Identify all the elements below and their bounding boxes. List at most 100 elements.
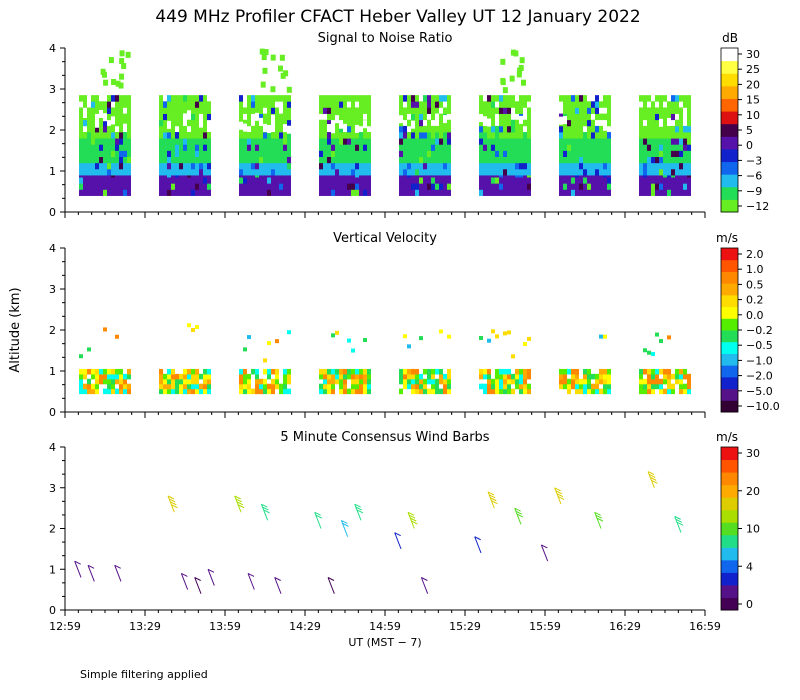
- snr-cell: [335, 144, 339, 151]
- vv-cell: [683, 383, 687, 390]
- snr-cell: [195, 95, 199, 102]
- snr-cell: [343, 113, 347, 121]
- snr-cell: [563, 138, 567, 145]
- snr-cell: [515, 144, 519, 151]
- snr-cell: [655, 107, 659, 114]
- snr-cell: [479, 189, 483, 196]
- snr-cell: [579, 168, 583, 176]
- snr-cell: [203, 119, 207, 127]
- vv-cell: [411, 378, 415, 385]
- snr-cell: [591, 119, 595, 127]
- snr-cell: [83, 183, 87, 190]
- snr-cell: [83, 119, 87, 127]
- snr-cell: [163, 125, 167, 133]
- vv-cell: [95, 383, 99, 390]
- snr-cell: [575, 168, 579, 176]
- colorbar-label: 10: [746, 523, 760, 536]
- snr-cell: [351, 150, 355, 157]
- snr-cell: [83, 101, 87, 108]
- colorbar-label: −0.2: [746, 324, 773, 337]
- snr-cell: [239, 177, 243, 184]
- snr-cell: [507, 189, 511, 196]
- snr-cell: [275, 177, 279, 184]
- vv-cell: [335, 368, 339, 375]
- snr-cell: [579, 101, 583, 108]
- vv-cell: [259, 383, 263, 390]
- snr-cell: [687, 162, 691, 170]
- vv-cell: [599, 378, 603, 385]
- snr-cell: [503, 168, 507, 176]
- vv-cell: [119, 373, 123, 380]
- snr-cell: [339, 95, 343, 102]
- wind-barb: [474, 536, 482, 554]
- snr-cell: [683, 95, 687, 102]
- snr-cell: [667, 125, 671, 133]
- snr-cell: [319, 107, 323, 114]
- snr-cell: [183, 183, 187, 190]
- colorbar-swatch: [721, 400, 738, 413]
- snr-cell: [491, 119, 495, 127]
- snr-cell: [583, 177, 587, 184]
- snr-cell: [251, 95, 255, 102]
- snr-cell: [339, 177, 343, 184]
- vv-cell: [587, 373, 591, 380]
- snr-cell: [199, 156, 203, 164]
- snr-cell: [199, 150, 203, 157]
- snr-cell: [575, 107, 579, 114]
- snr-cell: [351, 132, 355, 139]
- vv-cell: [247, 378, 251, 385]
- snr-cell: [243, 132, 247, 139]
- vv-cell: [595, 383, 599, 390]
- snr-cell: [423, 132, 427, 139]
- snr-cell: [399, 183, 403, 190]
- snr-cell: [255, 95, 259, 102]
- snr-cell: [107, 144, 111, 151]
- snr-cell: [123, 113, 127, 121]
- snr-cell: [571, 113, 575, 121]
- vv-cell: [263, 358, 267, 363]
- snr-cell: [171, 150, 175, 157]
- snr-cell: [587, 144, 591, 151]
- snr-cell: [527, 162, 531, 170]
- x-tick-label: 14:29: [289, 620, 321, 633]
- snr-cell: [275, 125, 279, 133]
- vv-cell: [247, 383, 251, 390]
- wind-barb-flag: [491, 500, 498, 505]
- snr-cell: [483, 156, 487, 164]
- snr-cell: [127, 168, 131, 176]
- snr-cell: [179, 138, 183, 145]
- colorbar-swatch: [721, 330, 738, 343]
- colorbar-swatch: [721, 73, 738, 87]
- vv-cell: [191, 383, 195, 390]
- snr-cell: [359, 156, 363, 164]
- snr-cell: [563, 183, 567, 190]
- wind-barb: [487, 491, 495, 509]
- vv-cell: [239, 383, 243, 390]
- y-tick-label: 4: [49, 242, 56, 255]
- snr-cell: [79, 150, 83, 157]
- snr-cell: [655, 132, 659, 139]
- snr-cell: [119, 119, 123, 127]
- snr-cell: [359, 107, 363, 114]
- vv-cell: [267, 388, 271, 395]
- snr-cell: [119, 144, 123, 151]
- snr-cell: [183, 101, 187, 108]
- snr-cell: [479, 119, 483, 127]
- colorbar-swatch: [721, 259, 738, 272]
- vv-cell: [323, 368, 327, 375]
- vv-cell: [167, 388, 171, 395]
- snr-cell: [587, 150, 591, 157]
- colorbar-label: −2.0: [746, 370, 773, 383]
- snr-cell: [423, 101, 427, 108]
- vv-cell: [171, 368, 175, 375]
- vv-cell: [91, 383, 95, 390]
- snr-cell: [251, 162, 255, 170]
- snr-cell: [423, 113, 427, 121]
- wind-barb: [114, 565, 122, 582]
- snr-cell: [123, 168, 127, 176]
- snr-cell: [87, 113, 91, 121]
- snr-cell: [599, 132, 603, 139]
- snr-cell: [191, 113, 195, 121]
- snr-cell: [331, 144, 335, 151]
- snr-cell: [491, 101, 495, 108]
